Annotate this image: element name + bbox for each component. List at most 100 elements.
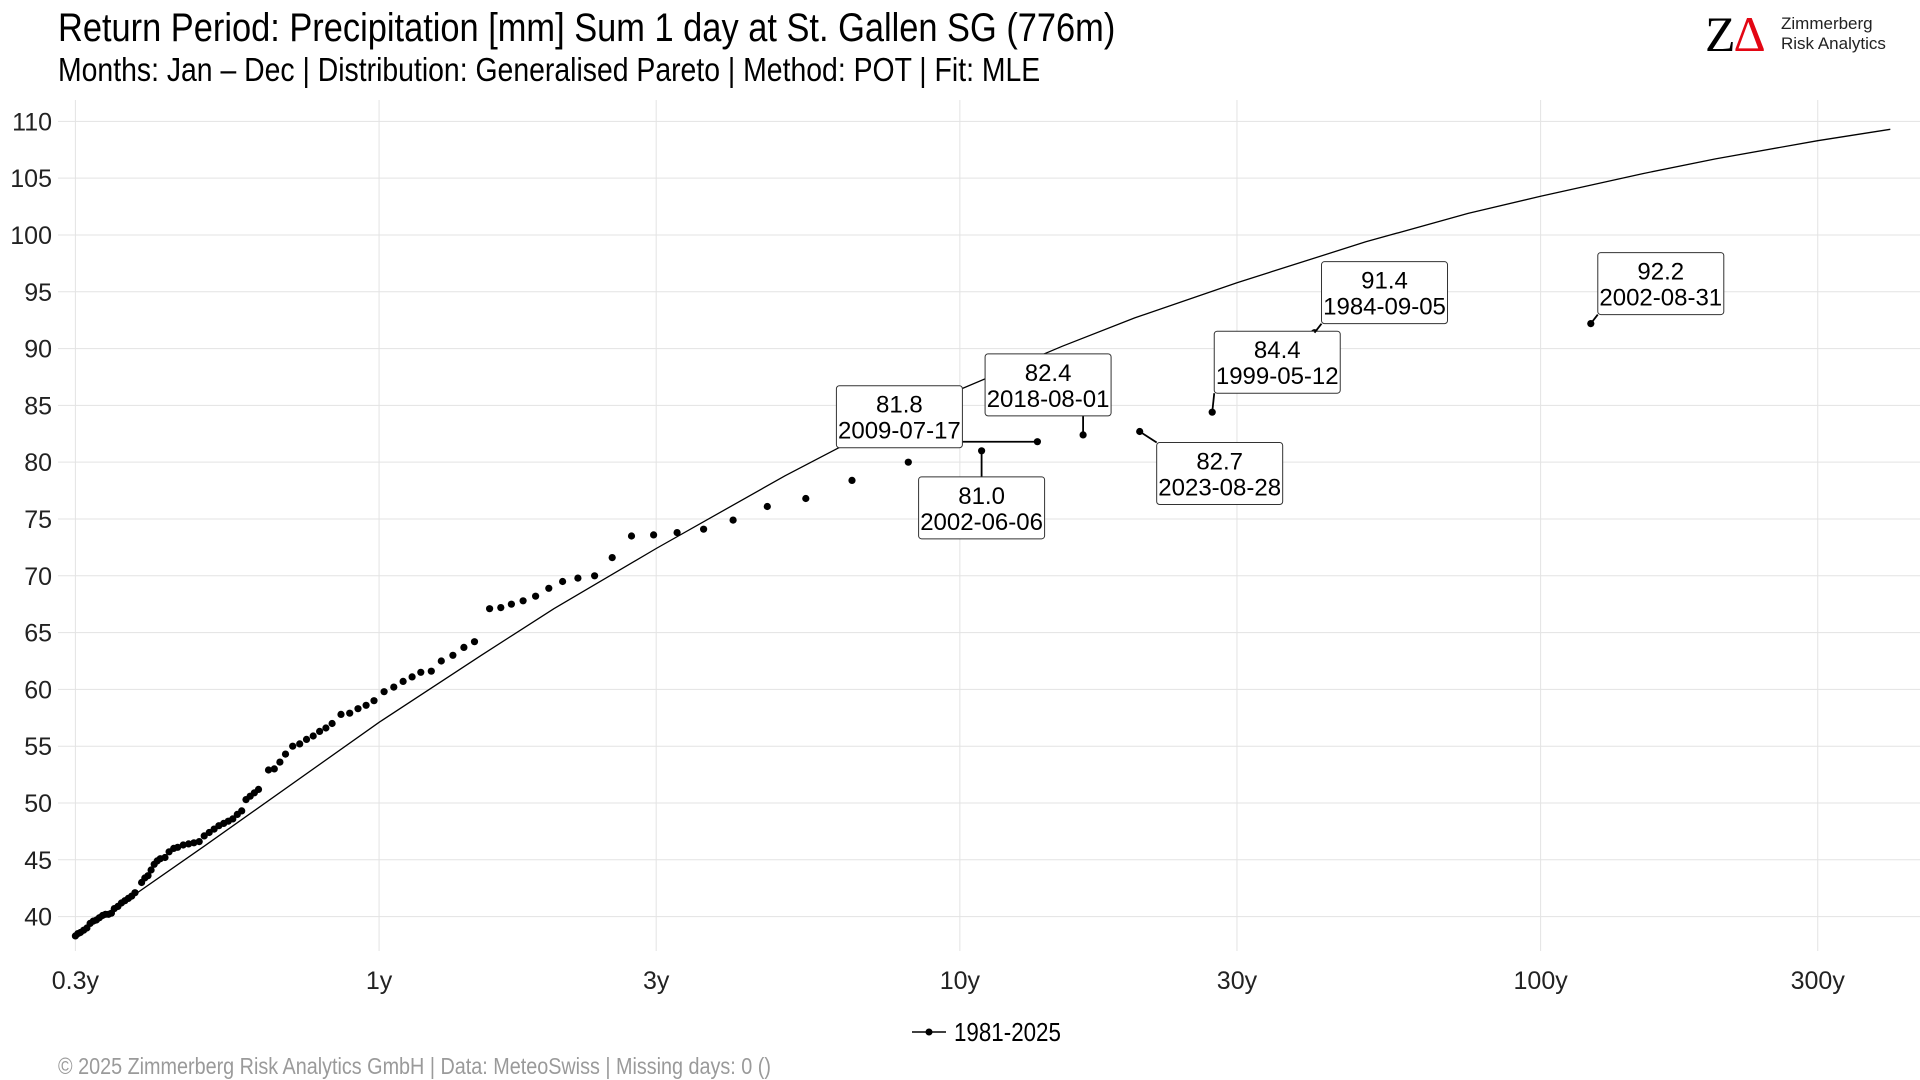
- y-tick-label: 75: [24, 506, 52, 534]
- y-tick-label: 40: [24, 904, 52, 932]
- data-point: [486, 605, 494, 613]
- data-point: [289, 742, 297, 750]
- data-point: [408, 673, 416, 681]
- annotation-date: 2009-07-17: [838, 418, 961, 445]
- data-point: [362, 701, 370, 709]
- data-point: [229, 815, 237, 823]
- annotation-date: 1984-09-05: [1323, 294, 1446, 321]
- data-point: [346, 709, 354, 717]
- y-tick-label: 100: [10, 222, 52, 250]
- annotation-value: 82.7: [1196, 449, 1243, 476]
- y-tick-label: 55: [24, 733, 52, 761]
- data-point: [309, 732, 317, 740]
- data-point: [497, 604, 505, 612]
- annotation-leader: [1590, 314, 1599, 325]
- x-tick-label: 100y: [1514, 967, 1569, 995]
- data-point: [380, 688, 388, 696]
- chart-title: Return Period: Precipitation [mm] Sum 1 …: [58, 6, 1116, 50]
- data-point: [627, 532, 636, 540]
- x-tick-label: 1y: [366, 967, 393, 995]
- y-tick-label: 95: [24, 279, 52, 307]
- data-points-layer: [71, 320, 1595, 940]
- annotation-box: [918, 476, 1046, 540]
- y-tick-label: 70: [24, 563, 52, 591]
- data-point: [238, 807, 246, 815]
- data-point: [519, 597, 527, 605]
- data-point: [673, 529, 681, 537]
- company-logo: ZΔ Zimmerberg Risk Analytics: [1705, 8, 1905, 60]
- annotation-box: [1597, 252, 1725, 316]
- data-point: [904, 458, 912, 466]
- fit-curve: [75, 128, 1891, 937]
- y-tick-label: 90: [24, 336, 52, 364]
- data-point: [179, 841, 187, 849]
- data-point: [161, 853, 169, 862]
- chart-subtitle: Months: Jan – Dec | Distribution: Genera…: [58, 51, 1041, 88]
- annotation-value: 81.0: [958, 483, 1005, 510]
- data-point: [437, 657, 445, 665]
- data-point: [281, 750, 290, 758]
- y-tick-label: 80: [24, 449, 52, 477]
- logo-mark: ZΔ: [1705, 8, 1766, 60]
- data-point: [264, 766, 273, 774]
- x-tick-label: 300y: [1791, 967, 1846, 995]
- data-point: [370, 697, 378, 705]
- x-tick-label: 30y: [1217, 967, 1258, 995]
- data-point: [354, 705, 362, 713]
- data-point: [545, 584, 553, 592]
- annotation-box: [1156, 442, 1284, 506]
- logo-text: Zimmerberg Risk Analytics: [1781, 14, 1886, 54]
- logo-line1: Zimmerberg: [1781, 14, 1873, 33]
- data-point: [270, 765, 278, 773]
- data-point: [322, 724, 330, 732]
- annotation-leader: [1313, 323, 1323, 334]
- data-point: [174, 843, 182, 851]
- data-point: [417, 668, 425, 676]
- legend-key: [912, 1028, 946, 1036]
- data-point: [532, 592, 540, 600]
- y-tick-label: 110: [12, 108, 52, 136]
- data-point: [978, 447, 986, 455]
- annotation-date: 2018-08-01: [987, 386, 1110, 413]
- y-tick-label: 85: [24, 392, 52, 420]
- data-point: [254, 785, 263, 794]
- data-point: [144, 872, 152, 880]
- annotation-value: 81.8: [876, 392, 923, 419]
- fit-curve-layer: [75, 128, 1891, 937]
- annotation-box: [984, 353, 1112, 417]
- y-tick-label: 60: [24, 676, 52, 704]
- data-point: [559, 577, 567, 586]
- data-point: [848, 476, 856, 484]
- data-point: [390, 683, 398, 691]
- data-point: [507, 600, 515, 608]
- data-point: [337, 710, 345, 719]
- annotation-value: 91.4: [1361, 268, 1408, 295]
- x-tick-label: 0.3y: [52, 967, 100, 995]
- data-point: [328, 719, 336, 728]
- legend-label: 1981-2025: [954, 1017, 1061, 1047]
- logo-line2: Risk Analytics: [1781, 34, 1886, 53]
- y-tick-label: 50: [24, 790, 52, 818]
- x-tick-label: 10y: [940, 967, 981, 995]
- annotation-date: 2023-08-28: [1158, 475, 1281, 502]
- y-tick-label: 105: [10, 165, 52, 193]
- data-point: [1208, 408, 1216, 416]
- data-point: [316, 727, 324, 736]
- copyright-caption: © 2025 Zimmerberg Risk Analytics GmbH | …: [58, 1053, 771, 1079]
- data-point: [147, 866, 155, 874]
- data-point: [276, 758, 284, 766]
- annotation-date: 2002-06-06: [920, 509, 1043, 536]
- data-point: [195, 838, 203, 846]
- data-point: [470, 638, 479, 646]
- data-point: [650, 531, 658, 539]
- annotation-box: [1213, 330, 1341, 394]
- data-point: [729, 516, 737, 524]
- annotation-value: 84.4: [1254, 337, 1301, 364]
- data-point: [399, 677, 407, 686]
- y-tick-label: 65: [24, 620, 52, 648]
- y-tick-label: 45: [24, 847, 52, 875]
- data-point: [427, 667, 435, 675]
- data-point: [574, 574, 582, 582]
